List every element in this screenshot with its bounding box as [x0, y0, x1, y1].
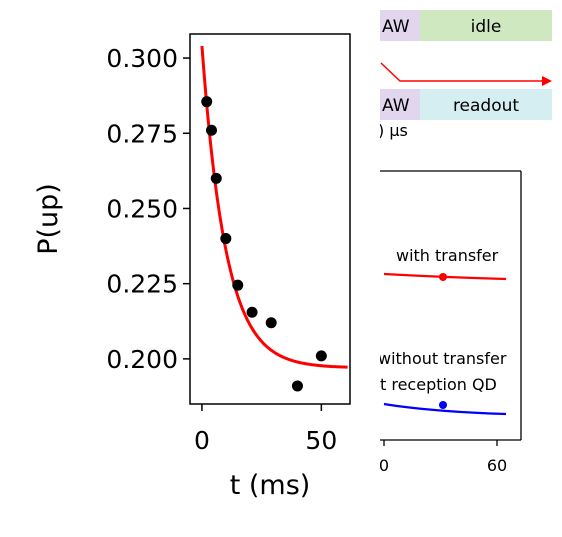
- sequence-readout-block: [420, 89, 552, 120]
- data-point: [265, 317, 277, 329]
- sequence-idle-block: [420, 10, 552, 41]
- data-point: [220, 233, 232, 245]
- y-tick-label: 0.225: [106, 270, 178, 299]
- y-axis-label: P(up): [33, 183, 64, 255]
- x-tick-label: 0: [194, 426, 210, 455]
- series-point-without-transfer: [439, 401, 447, 409]
- annotation-with-transfer: with transfer: [396, 246, 499, 265]
- fit-layer: [200, 45, 348, 369]
- fit-line: [200, 45, 348, 369]
- y-tick-label: 0.275: [106, 119, 178, 148]
- series-point-with-transfer: [439, 273, 447, 281]
- sequence-saw-block-2: [380, 89, 420, 120]
- x-axis-label: t (ms): [230, 470, 311, 501]
- x-axis: 0 50: [194, 404, 337, 455]
- y-tick-label: 0.250: [106, 194, 178, 223]
- sequence-idle-label: idle: [471, 17, 502, 37]
- plot-frame: [189, 33, 351, 405]
- sequence-saw-block-1: [380, 10, 420, 41]
- background-panel: AW idle AW readout ) μs 0 60 with transf…: [378, 10, 552, 475]
- sequence-arrow: [380, 62, 552, 86]
- sequence-saw-label-1: AW: [382, 17, 410, 37]
- data-point: [246, 306, 258, 318]
- data-point: [210, 172, 222, 184]
- y-tick-label: 0.300: [106, 44, 178, 73]
- x-tick-label: 50: [305, 426, 337, 455]
- left-chart: 0.200 0.225 0.250 0.275 0.300 0 50 P(up) t (m…: [33, 33, 351, 501]
- data-point: [205, 124, 217, 136]
- annotation-without-transfer: without transfer: [378, 349, 507, 368]
- sequence-readout-label: readout: [453, 96, 519, 116]
- points-layer: [201, 96, 327, 392]
- y-tick-label: 0.200: [106, 345, 178, 374]
- data-point: [315, 350, 327, 362]
- right-x-tick-label-60: 60: [487, 456, 507, 475]
- data-point: [201, 96, 213, 108]
- right-x-tick-label-0: 0: [379, 456, 389, 475]
- data-point: [291, 380, 303, 392]
- right-chart-axes: 0 60: [379, 170, 522, 475]
- data-point: [232, 279, 244, 291]
- series-line-without-transfer: [383, 402, 507, 416]
- sequence-time-label: ) μs: [378, 121, 408, 140]
- sequence-saw-label-2: AW: [382, 96, 410, 116]
- annotation-reception-qd: t reception QD: [380, 375, 497, 394]
- y-axis: 0.200 0.225 0.250 0.275 0.300: [106, 44, 190, 374]
